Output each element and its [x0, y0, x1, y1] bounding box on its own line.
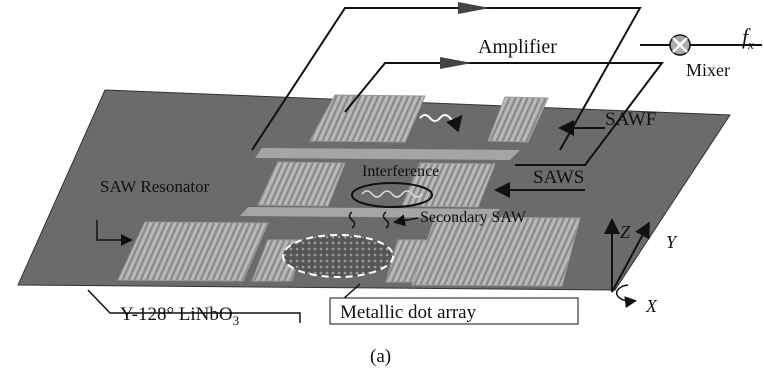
substrate-sub: 3 — [233, 313, 240, 328]
idt — [118, 222, 268, 281]
dot-array-label: Metallic dot array — [340, 302, 477, 323]
sawf-label: SAWF — [605, 109, 656, 130]
output-label: fx — [742, 24, 754, 52]
axis-z-label: Z — [620, 222, 631, 242]
axis-x-label: X — [645, 296, 658, 316]
dot-array — [283, 235, 393, 277]
secondary-saw-label: Secondary SAW — [420, 209, 527, 226]
diagram: Amplifier fx Mixer SAWF SAWS Interferenc… — [0, 0, 764, 381]
substrate-label: Y-128° LiNbO3 — [120, 304, 239, 328]
idt — [412, 217, 580, 286]
saws-label: SAWS — [533, 167, 584, 188]
substrate-text: Y-128° LiNbO — [120, 304, 233, 325]
caption: (a) — [370, 346, 391, 367]
axis-x — [617, 285, 634, 301]
saw-resonator-label: SAW Resonator — [100, 177, 210, 196]
bus-bar — [255, 148, 520, 160]
amplifier-symbol — [458, 2, 490, 14]
amplifier-label: Amplifier — [478, 36, 557, 58]
page: {"labels":{"amplifier":"Amplifier","outp… — [0, 0, 764, 381]
amplifier-symbol — [440, 57, 472, 69]
interference-label: Interference — [362, 163, 439, 180]
mixer-label: Mixer — [686, 60, 730, 80]
axis-y-label: Y — [666, 232, 678, 252]
output-sub: x — [747, 37, 754, 52]
